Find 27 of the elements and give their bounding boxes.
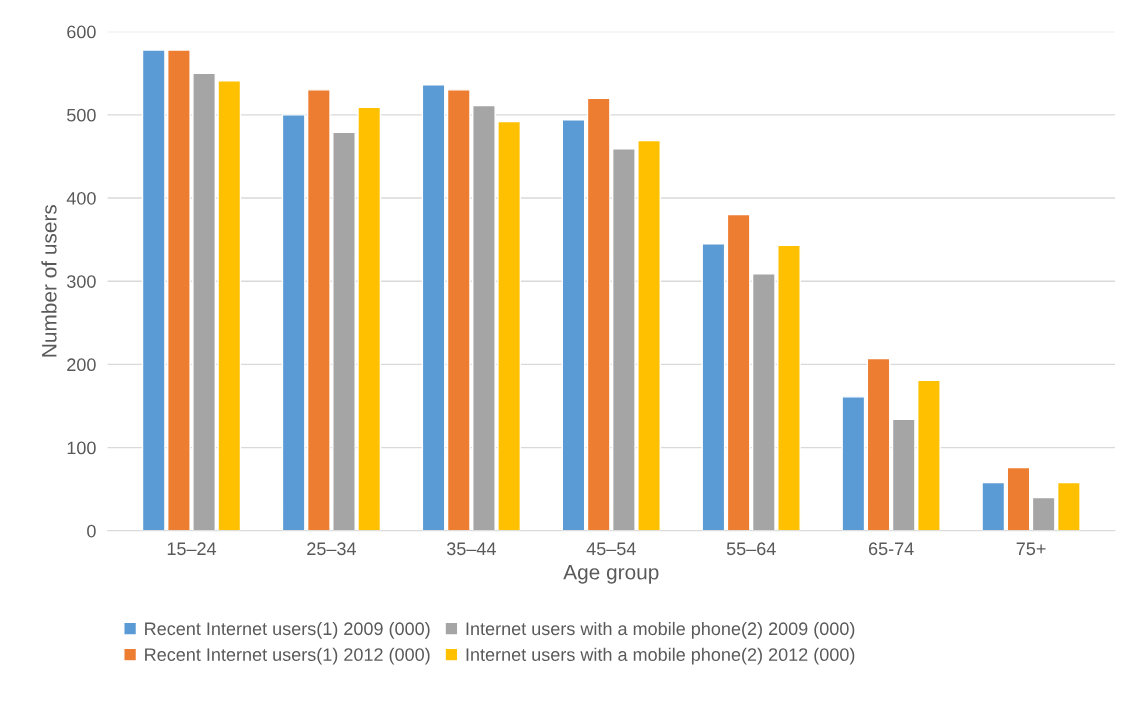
- x-tick-label: 55–64: [726, 542, 776, 556]
- bar: [561, 119, 586, 531]
- y-tick-label: 300: [67, 275, 96, 288]
- x-tick-label: 45–54: [586, 542, 636, 556]
- legend-label: Internet users with a mobile phone(2) 2012 (000): [466, 647, 855, 665]
- legend-label: Internet users with a mobile phone(2) 2009 (000): [466, 621, 855, 639]
- x-tick-label: 35–44: [446, 542, 496, 556]
- y-tick-label: 100: [67, 441, 96, 455]
- bar: [1006, 466, 1031, 531]
- bar: [841, 396, 866, 531]
- x-tick-label: 25–34: [307, 542, 356, 556]
- y-tick-label: 600: [67, 25, 96, 39]
- y-tick-label: 200: [67, 358, 96, 372]
- y-axis-title: Number of users: [41, 204, 57, 357]
- bar: [981, 481, 1006, 531]
- x-tick-label: 15–24: [167, 542, 217, 556]
- legend-label: Recent Internet users(1) 2012 (000): [145, 647, 430, 665]
- x-axis-title: Age group: [563, 565, 659, 584]
- bar: [701, 243, 726, 531]
- y-tick-label: 400: [66, 191, 96, 205]
- bar: [866, 357, 891, 531]
- y-tick-label: 500: [67, 108, 96, 122]
- legend-label: Recent Internet users(1) 2009 (000): [145, 621, 430, 639]
- x-tick-label: 65-74: [868, 542, 914, 556]
- y-tick-label: 0: [87, 524, 96, 538]
- bar: [421, 84, 446, 531]
- x-tick-label: 75+: [1016, 542, 1046, 556]
